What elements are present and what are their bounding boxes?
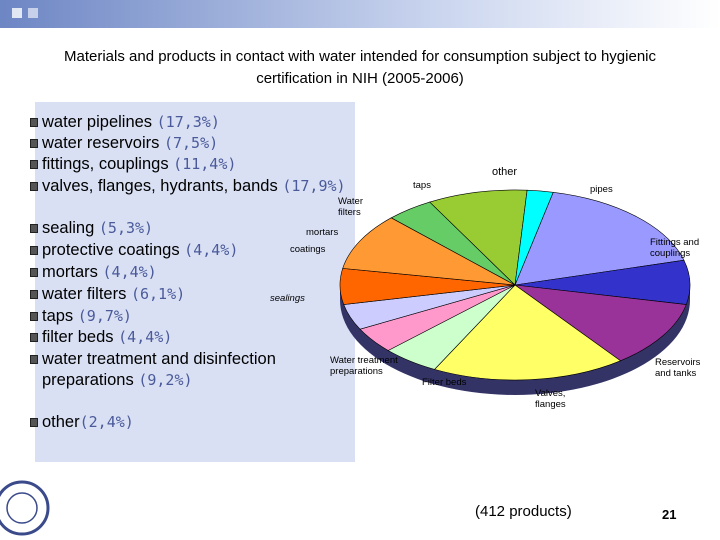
item-name: mortars bbox=[42, 263, 98, 281]
pie-slice bbox=[433, 284, 622, 381]
list-text: fittings, couplings (11,4%) bbox=[42, 154, 350, 175]
pie-slice bbox=[513, 284, 687, 362]
list-item: other(2,4%) bbox=[30, 412, 350, 433]
item-name: taps bbox=[42, 307, 74, 325]
bullet bbox=[30, 160, 38, 169]
bullet bbox=[30, 355, 38, 364]
item-name: protective coatings bbox=[42, 241, 180, 259]
list-text: water treatment and disinfection prepara… bbox=[42, 349, 350, 391]
bullet bbox=[30, 290, 38, 299]
list-text: mortars (4,4%) bbox=[42, 262, 350, 283]
pie-label: Filter beds bbox=[422, 377, 467, 388]
list-text: valves, flanges, hydrants, bands (17,9%) bbox=[42, 176, 350, 197]
item-value: (6,1%) bbox=[130, 285, 186, 303]
list-item: sealing (5,3%) bbox=[30, 218, 350, 239]
item-value: (5,3%) bbox=[98, 219, 154, 237]
item-value: (4,4%) bbox=[184, 241, 239, 259]
pie-label: other bbox=[492, 166, 518, 178]
item-value: (11,4%) bbox=[173, 155, 237, 173]
item-name: filter beds bbox=[42, 328, 114, 346]
bullet bbox=[30, 418, 38, 427]
list-item: valves, flanges, hydrants, bands (17,9%) bbox=[30, 176, 350, 197]
list-item: fittings, couplings (11,4%) bbox=[30, 154, 350, 175]
item-name: water reservoirs bbox=[42, 134, 160, 152]
item-value: (17,9%) bbox=[282, 177, 346, 195]
page-number: 21 bbox=[662, 507, 677, 522]
list-item: water reservoirs (7,5%) bbox=[30, 133, 350, 154]
item-name: water treatment and disinfection prepara… bbox=[42, 350, 276, 389]
logo bbox=[0, 480, 50, 536]
item-name: other bbox=[42, 413, 80, 431]
item-name: sealing bbox=[42, 219, 95, 237]
bullet bbox=[30, 118, 38, 127]
pie-label: pipes bbox=[590, 184, 613, 195]
bullet bbox=[30, 224, 38, 233]
bullet bbox=[30, 333, 38, 342]
item-value: (9,2%) bbox=[138, 371, 193, 389]
pie-label: Water treatment preparations bbox=[330, 355, 398, 377]
list-text: sealing (5,3%) bbox=[42, 218, 350, 239]
list-item: filter beds (4,4%) bbox=[30, 327, 350, 348]
bullet bbox=[30, 139, 38, 148]
list-item: taps (9,7%) bbox=[30, 306, 350, 327]
decor bbox=[28, 8, 38, 18]
item-name: valves, flanges, hydrants, bands bbox=[42, 177, 278, 195]
list-text: taps (9,7%) bbox=[42, 306, 350, 327]
list-text: water pipelines (17,3%) bbox=[42, 112, 350, 133]
list-item: water filters (6,1%) bbox=[30, 284, 350, 305]
list-text: water reservoirs (7,5%) bbox=[42, 133, 350, 154]
pie-label: Reservoirs and tanks bbox=[655, 357, 701, 379]
list-text: other(2,4%) bbox=[42, 412, 350, 433]
item-value: (7,5%) bbox=[163, 134, 219, 152]
list-item: mortars (4,4%) bbox=[30, 262, 350, 283]
pie-label: mortars bbox=[306, 227, 339, 238]
item-value: (2,4%) bbox=[79, 413, 134, 431]
pie-slice bbox=[514, 191, 685, 286]
item-name: water pipelines bbox=[42, 113, 153, 131]
bullet bbox=[30, 182, 38, 191]
pie-label: taps bbox=[413, 180, 431, 191]
bullet bbox=[30, 268, 38, 277]
bullet bbox=[30, 312, 38, 321]
list-text: water filters (6,1%) bbox=[42, 284, 350, 305]
item-value: (9,7%) bbox=[77, 307, 132, 325]
list-box bbox=[35, 102, 355, 462]
decor bbox=[12, 8, 22, 18]
list-text: filter beds (4,4%) bbox=[42, 327, 350, 348]
pie-slice bbox=[429, 189, 528, 286]
item-value: (17,3%) bbox=[156, 113, 220, 131]
header-bar bbox=[0, 0, 720, 28]
item-value: (4,4%) bbox=[102, 263, 157, 281]
list-item: protective coatings (4,4%) bbox=[30, 240, 350, 261]
pie-label: sealings bbox=[270, 293, 305, 304]
pie-slice bbox=[514, 189, 554, 286]
list-text: protective coatings (4,4%) bbox=[42, 240, 350, 261]
item-name: water filters bbox=[42, 285, 127, 303]
pie-label: Water filters bbox=[338, 196, 363, 218]
item-name: fittings, couplings bbox=[42, 155, 169, 173]
footnote: (412 products) bbox=[475, 503, 572, 520]
pie-label: Fittings and couplings bbox=[650, 237, 700, 259]
pie-label: coatings bbox=[290, 244, 326, 255]
title: Materials and products in contact with w… bbox=[64, 48, 656, 87]
pie-label: Valves, flanges bbox=[535, 388, 566, 410]
item-value: (4,4%) bbox=[118, 328, 173, 346]
pie-slice bbox=[342, 217, 516, 286]
list-item: water pipelines (17,3%) bbox=[30, 112, 350, 133]
bullet bbox=[30, 246, 38, 255]
list-item: water treatment and disinfection prepara… bbox=[30, 349, 350, 391]
